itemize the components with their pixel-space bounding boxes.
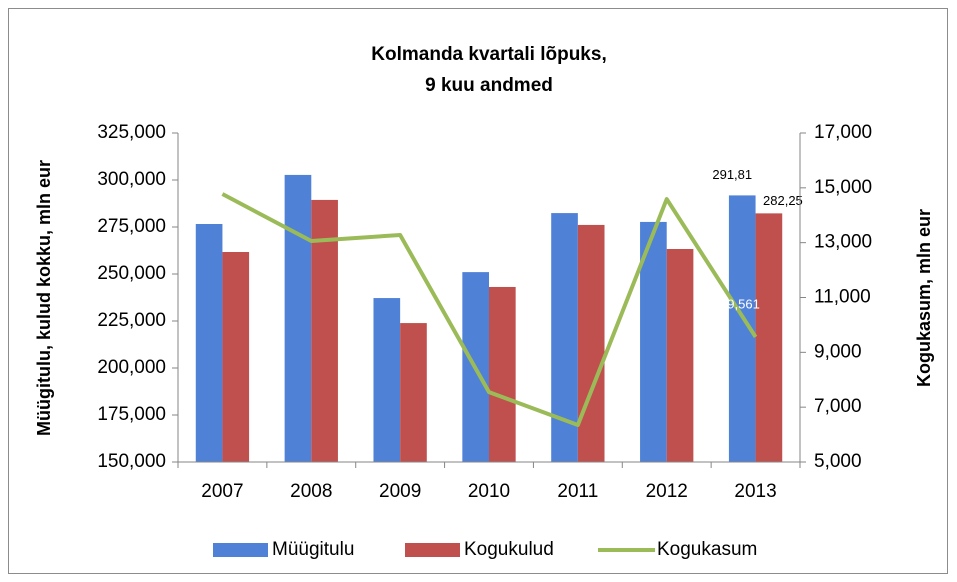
data-label: 291,81 xyxy=(712,167,752,182)
y-tick-label: 325,000 xyxy=(97,122,166,143)
y-tick-label: 275,000 xyxy=(97,216,166,237)
y-tick-label: 300,000 xyxy=(97,169,166,190)
y2-tick-label: 13,000 xyxy=(814,232,872,253)
bar xyxy=(489,286,516,462)
chart-title: 9 kuu andmed xyxy=(425,75,553,96)
y-tick-label: 225,000 xyxy=(97,310,166,331)
data-label: 9,561 xyxy=(727,296,760,311)
bar xyxy=(577,224,605,462)
y2-tick-label: 5,000 xyxy=(814,451,862,472)
y2-axis-title: Kogukasum, mln eur xyxy=(914,209,934,387)
y-tick-label: 200,000 xyxy=(97,357,166,378)
bar xyxy=(640,221,667,462)
y2-tick-label: 17,000 xyxy=(814,122,872,143)
y-tick-label: 175,000 xyxy=(97,404,166,425)
bar xyxy=(755,213,783,462)
data-label: 282,25 xyxy=(763,193,803,208)
y2-tick-label: 15,000 xyxy=(814,177,872,198)
x-tick-label: 2007 xyxy=(201,481,243,502)
legend-swatch xyxy=(405,543,460,557)
line xyxy=(221,192,758,427)
bar xyxy=(666,248,694,462)
x-tick-label: 2010 xyxy=(468,481,510,502)
x-tick-label: 2012 xyxy=(646,481,688,502)
legend-swatch xyxy=(213,543,268,557)
bar xyxy=(311,199,338,463)
y2-tick-label: 7,000 xyxy=(814,396,862,417)
legend-label: Kogukulud xyxy=(464,539,554,560)
x-tick-label: 2013 xyxy=(734,481,776,502)
x-tick-label: 2011 xyxy=(557,481,598,502)
bar xyxy=(222,252,250,462)
bar xyxy=(373,298,401,462)
legend-label: Müügitulu xyxy=(272,539,354,560)
y-tick-label: 150,000 xyxy=(97,451,166,472)
y2-tick-label: 9,000 xyxy=(814,341,862,362)
bar xyxy=(195,223,223,462)
y-axis-title: Müügitulu, kulud kokku, mln eur xyxy=(34,160,54,436)
y2-tick-label: 11,000 xyxy=(814,287,871,308)
x-tick-label: 2009 xyxy=(379,481,421,502)
y-tick-label: 250,000 xyxy=(97,263,166,284)
legend-label: Kogukasum xyxy=(657,539,757,560)
bar xyxy=(284,174,312,462)
bar xyxy=(400,323,427,462)
chart-title: Kolmanda kvartali lõpuks, xyxy=(371,44,606,65)
x-tick-label: 2008 xyxy=(290,481,332,502)
